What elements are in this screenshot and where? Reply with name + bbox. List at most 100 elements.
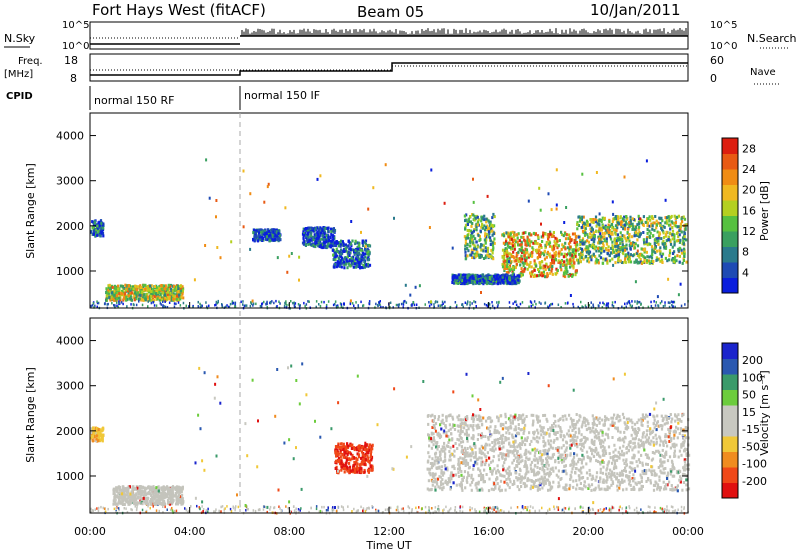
echo-cell	[366, 252, 369, 256]
echo-cell	[490, 282, 493, 285]
echo-cell	[582, 215, 585, 219]
echo-cell	[551, 302, 554, 306]
echo-cell	[655, 237, 658, 241]
echo-cell	[502, 241, 505, 245]
echo-cell	[516, 280, 519, 284]
echo-cell	[485, 220, 488, 224]
echo-cell	[349, 242, 353, 246]
cpid-label: CPID	[6, 91, 33, 102]
echo-cell	[478, 281, 481, 285]
echo-cell	[462, 273, 465, 277]
echo-cell	[544, 302, 546, 305]
echo-cell	[359, 448, 362, 452]
echo-cell	[682, 215, 685, 219]
echo-cell	[546, 272, 549, 276]
echo-cell	[628, 258, 631, 261]
echo-cell	[617, 251, 620, 255]
echo-cell	[371, 447, 374, 451]
echo-cell	[511, 230, 514, 234]
echo-cell	[150, 490, 153, 494]
echo-cell	[141, 485, 144, 489]
echo-cell	[317, 236, 320, 240]
echo-cell	[488, 277, 491, 280]
echo-cell	[602, 301, 604, 305]
echo-cell	[160, 284, 163, 287]
echo-cell	[354, 249, 357, 253]
echo-cell	[139, 488, 142, 492]
echo-cell	[482, 249, 485, 253]
echo-cell	[663, 242, 666, 245]
echo-cell	[675, 232, 679, 235]
echo-cell	[323, 235, 327, 239]
echo-cell	[226, 304, 228, 307]
echo-cell	[122, 494, 125, 498]
echo-cell	[615, 242, 618, 246]
echo-cell	[345, 259, 348, 263]
echo-cell	[571, 232, 575, 236]
echo-cell	[510, 253, 513, 257]
echo-cell	[549, 264, 552, 268]
echo-cell	[482, 279, 485, 283]
echo-cell	[528, 241, 531, 244]
echo-cell	[351, 248, 354, 252]
echo-cell	[168, 301, 171, 304]
echo-cell	[132, 494, 135, 498]
colorbar-swatch	[722, 231, 738, 247]
echo-cell	[495, 280, 498, 284]
echo-cell	[164, 298, 167, 302]
echo-cell	[428, 304, 431, 308]
echo-cell	[163, 499, 166, 503]
echo-cell	[655, 226, 658, 230]
echo-cell	[106, 291, 109, 295]
echo-cell	[262, 236, 265, 240]
echo-cell	[312, 235, 315, 239]
echo-cell	[570, 253, 573, 257]
echo-cell	[533, 267, 536, 271]
echo-cell	[579, 259, 582, 263]
station-title: Fort Hays West (fitACF)	[92, 1, 266, 19]
echo-cell	[606, 252, 610, 256]
echo-cell	[348, 465, 351, 469]
echo-cell	[231, 300, 234, 303]
echo-cell	[657, 304, 659, 307]
echo-cell	[411, 303, 413, 306]
echo-cell	[176, 284, 179, 288]
echo-cell	[648, 224, 651, 228]
echo-cell	[188, 305, 190, 308]
echo-cell	[626, 302, 628, 305]
echo-cell	[508, 269, 511, 273]
echo-cell	[368, 302, 371, 306]
echo-cell	[489, 220, 492, 224]
echo-cell	[627, 255, 630, 258]
echo-cell	[118, 294, 122, 298]
echo-cell	[170, 502, 173, 506]
echo-cell	[484, 228, 487, 232]
echo-cell	[360, 230, 362, 234]
echo-cell	[172, 492, 175, 496]
echo-cell	[539, 263, 542, 267]
echo-cell	[683, 235, 686, 239]
echo-cell	[606, 259, 609, 263]
echo-cell	[161, 493, 164, 497]
echo-cell	[513, 244, 516, 248]
echo-cell	[215, 303, 217, 306]
echo-cell	[361, 453, 364, 457]
echo-cell	[535, 302, 537, 306]
echo-cell	[120, 495, 123, 499]
echo-cell	[258, 236, 262, 240]
echo-cell	[230, 240, 233, 244]
echo-cell	[415, 303, 418, 306]
echo-cell	[542, 235, 545, 239]
echo-cell	[357, 466, 361, 470]
echo-cell	[326, 227, 329, 230]
echo-cell	[602, 226, 605, 230]
echo-cell	[460, 282, 463, 286]
colorbar-tick-label: 4	[742, 266, 749, 279]
echo-cell	[91, 220, 94, 224]
echo-cell	[620, 220, 623, 224]
echo-cell	[517, 232, 520, 236]
echo-cell	[344, 243, 347, 247]
echo-cell	[179, 287, 182, 291]
echo-cell	[366, 258, 369, 262]
echo-cell	[555, 207, 558, 211]
